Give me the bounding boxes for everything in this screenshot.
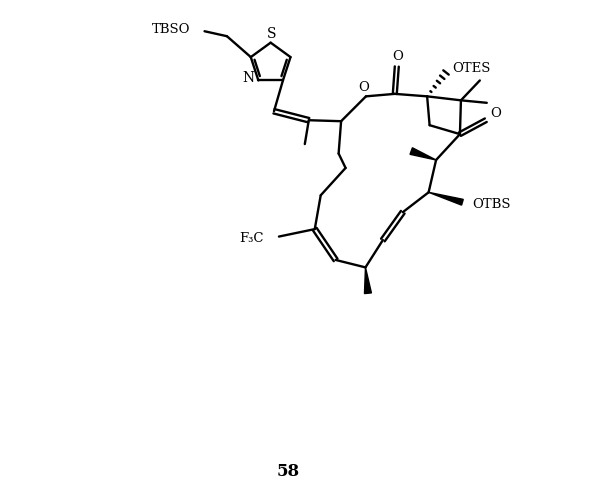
Text: N: N: [243, 72, 254, 86]
Text: TBSO: TBSO: [151, 22, 190, 36]
Text: O: O: [392, 50, 403, 63]
Text: 58: 58: [277, 463, 300, 480]
Polygon shape: [410, 148, 436, 160]
Text: O: O: [359, 81, 370, 94]
Text: S: S: [267, 26, 277, 40]
Text: OTBS: OTBS: [472, 198, 511, 210]
Text: OTES: OTES: [453, 62, 491, 75]
Polygon shape: [429, 192, 463, 205]
Text: F₃C: F₃C: [240, 232, 264, 245]
Polygon shape: [365, 268, 371, 293]
Text: O: O: [491, 107, 501, 120]
